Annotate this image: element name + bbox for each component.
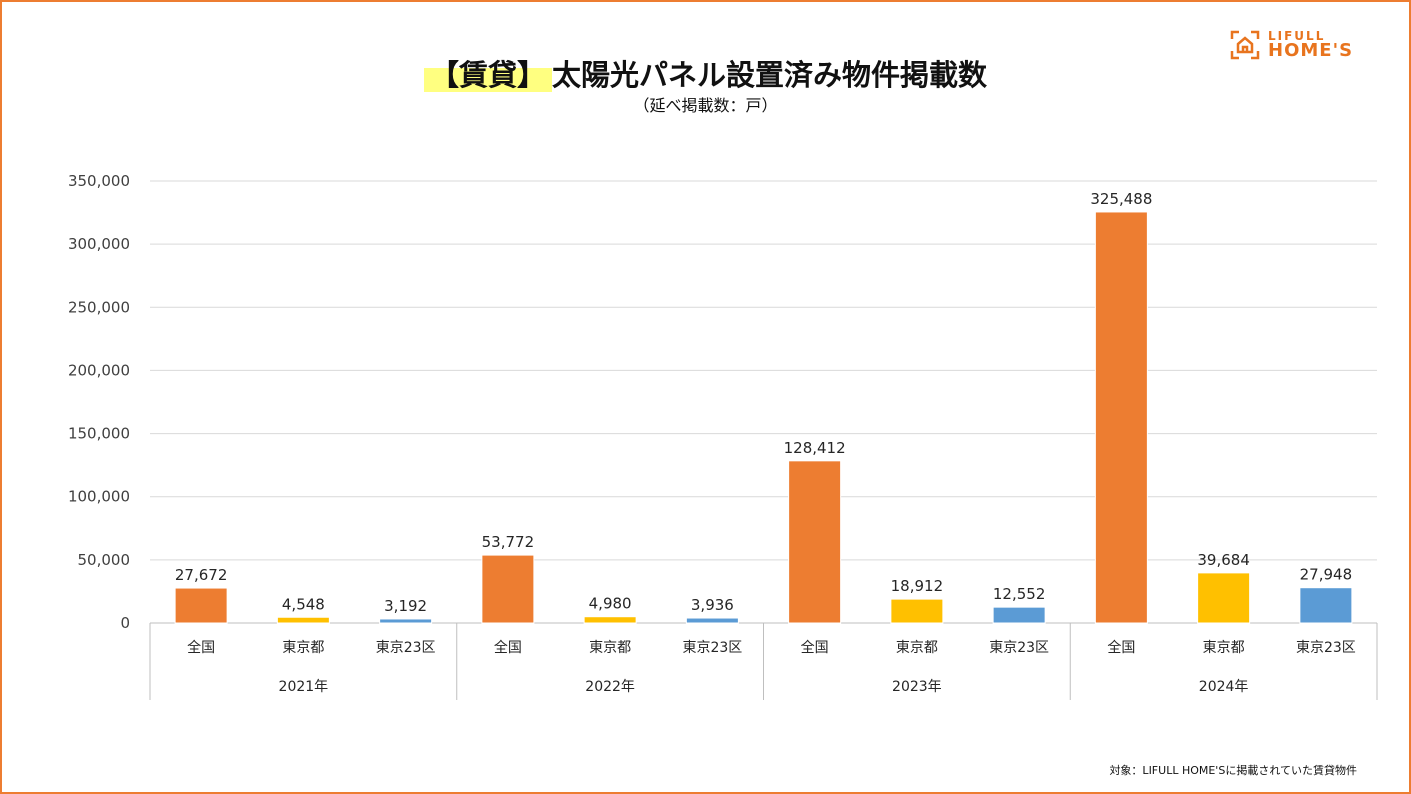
data-label: 4,548	[282, 595, 325, 613]
y-tick-label: 0	[120, 614, 130, 632]
category-label: 全国	[494, 639, 522, 656]
y-tick-label: 100,000	[68, 488, 130, 506]
data-label: 39,684	[1197, 551, 1250, 569]
category-label: 全国	[1107, 639, 1135, 656]
category-label: 全国	[801, 639, 829, 656]
house-frame-icon	[1230, 30, 1260, 60]
category-label: 東京23区	[1296, 640, 1356, 656]
data-label: 128,412	[784, 439, 846, 457]
title-text: 太陽光パネル設置済み物件掲載数	[552, 58, 988, 92]
y-tick-label: 50,000	[78, 551, 131, 569]
chart-subtitle: （延べ掲載数：戸）	[633, 96, 778, 115]
logo-line1: LIFULL	[1268, 29, 1326, 43]
bar	[481, 554, 535, 624]
data-label: 18,912	[891, 577, 944, 595]
category-label: 全国	[187, 639, 215, 656]
group-label: 2021年	[279, 679, 329, 695]
category-label: 東京都	[282, 640, 324, 656]
data-label: 12,552	[993, 585, 1046, 603]
y-tick-label: 200,000	[68, 361, 130, 379]
bar	[174, 587, 228, 624]
title-highlight: 【賃貸】	[423, 58, 552, 92]
logo-line2: HOME'S	[1268, 40, 1354, 61]
data-label: 53,772	[482, 533, 535, 551]
bar	[788, 460, 842, 624]
group-label: 2022年	[585, 679, 635, 695]
data-label: 27,948	[1300, 566, 1353, 584]
bar	[583, 616, 637, 624]
bar	[379, 618, 433, 624]
bar	[276, 616, 330, 624]
data-label: 325,488	[1090, 190, 1152, 208]
bar	[685, 617, 739, 624]
category-label: 東京23区	[989, 640, 1049, 656]
bar	[890, 598, 944, 624]
category-label: 東京23区	[376, 640, 436, 656]
bar	[1094, 211, 1148, 624]
data-label: 3,936	[691, 596, 734, 614]
y-tick-label: 150,000	[68, 425, 130, 443]
footnote: 対象：LIFULL HOME'Sに掲載されていた賃貸物件	[1109, 764, 1357, 777]
chart-title: 【賃貸】 太陽光パネル設置済み物件掲載数	[0, 52, 1411, 94]
category-label: 東京23区	[682, 640, 742, 656]
data-label: 27,672	[175, 566, 228, 584]
bar	[992, 606, 1046, 624]
data-label: 3,192	[384, 597, 427, 615]
bar	[1197, 572, 1251, 624]
category-label: 東京都	[896, 640, 938, 656]
y-tick-label: 250,000	[68, 298, 130, 316]
group-label: 2023年	[892, 679, 942, 695]
group-label: 2024年	[1199, 679, 1249, 695]
data-label: 4,980	[589, 595, 632, 613]
category-label: 東京都	[1203, 640, 1245, 656]
bar	[1299, 587, 1353, 624]
lifull-homes-logo: LIFULL HOME'S	[1230, 30, 1353, 60]
category-label: 東京都	[589, 640, 631, 656]
y-tick-label: 300,000	[68, 235, 130, 253]
y-tick-label: 350,000	[68, 172, 130, 190]
